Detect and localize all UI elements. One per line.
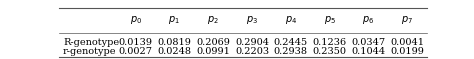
Text: 0.2445: 0.2445 [273, 38, 308, 47]
Text: 0.0819: 0.0819 [157, 38, 191, 47]
Text: $p_1$: $p_1$ [168, 14, 180, 26]
Text: 0.0199: 0.0199 [390, 47, 424, 56]
Text: 0.0027: 0.0027 [118, 47, 153, 56]
Text: 0.2069: 0.2069 [196, 38, 230, 47]
Text: 0.2203: 0.2203 [235, 47, 269, 56]
Text: $p_6$: $p_6$ [362, 14, 374, 26]
Text: $p_4$: $p_4$ [285, 14, 297, 26]
Text: R-genotype: R-genotype [63, 38, 119, 47]
Text: 0.2350: 0.2350 [312, 47, 346, 56]
Text: $p_5$: $p_5$ [324, 14, 336, 26]
Text: 0.0041: 0.0041 [390, 38, 424, 47]
Text: 0.0139: 0.0139 [118, 38, 153, 47]
Text: $p_0$: $p_0$ [129, 14, 142, 26]
Text: $p_2$: $p_2$ [207, 14, 219, 26]
Text: $p_3$: $p_3$ [246, 14, 258, 26]
Text: $p_7$: $p_7$ [401, 14, 413, 26]
Text: 0.2904: 0.2904 [235, 38, 269, 47]
Text: 0.2938: 0.2938 [274, 47, 308, 56]
Text: 0.1236: 0.1236 [312, 38, 346, 47]
Text: 0.1044: 0.1044 [351, 47, 385, 56]
Text: 0.0248: 0.0248 [157, 47, 191, 56]
Text: 0.0991: 0.0991 [196, 47, 230, 56]
Text: r-genotype: r-genotype [63, 47, 117, 56]
Text: 0.0347: 0.0347 [351, 38, 385, 47]
